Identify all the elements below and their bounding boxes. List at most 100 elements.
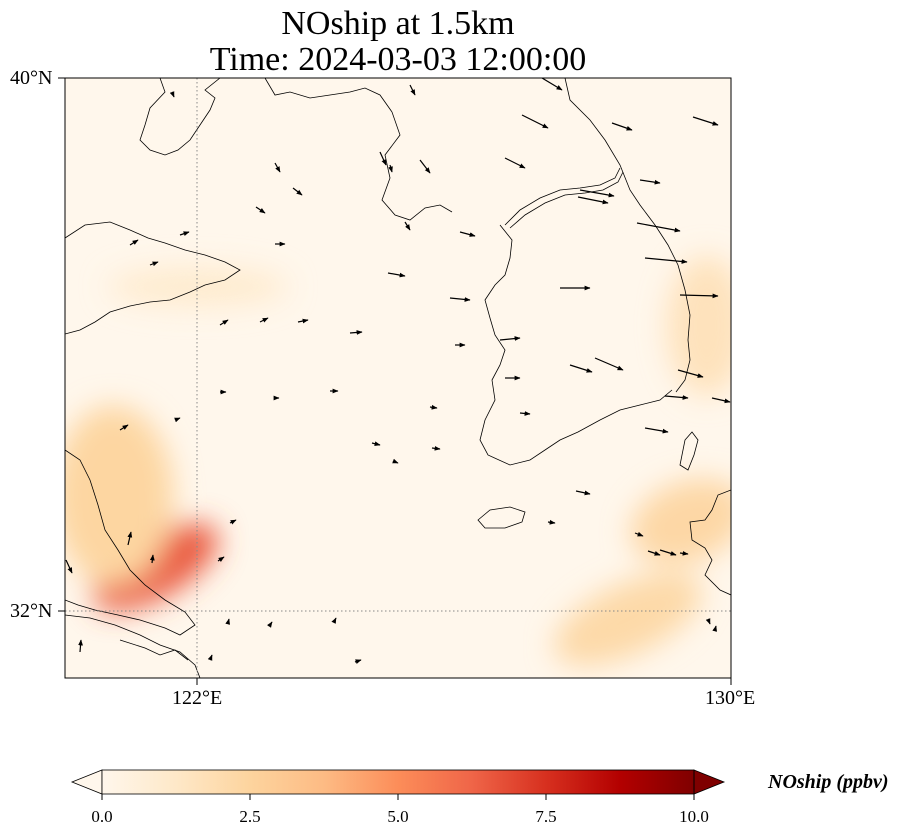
wind-arrow (577, 196, 609, 205)
lon-label-122: 122°E (172, 687, 223, 709)
wind-arrow (409, 84, 416, 96)
wind-arrow (639, 179, 661, 185)
wind-vectors (65, 78, 731, 664)
wind-arrow (541, 78, 563, 91)
wind-arrow (499, 336, 521, 341)
wind-arrow (644, 427, 669, 434)
coast-shandong (65, 221, 241, 335)
colorbar-tick-0: 0.0 (91, 807, 113, 826)
wind-arrow (547, 519, 556, 525)
wind-arrow (174, 417, 181, 423)
wind-arrow (705, 618, 711, 625)
colorbar-tick-1: 2.5 (239, 807, 261, 826)
lat-label-32: 32°N (10, 600, 53, 622)
colorbar-tick-4: 10.0 (679, 807, 709, 826)
wind-arrow (712, 625, 718, 632)
wind-arrow (431, 445, 441, 451)
wind-arrow (404, 221, 411, 231)
coast-liaodong (139, 78, 221, 156)
wind-arrow (611, 122, 633, 131)
wind-arrow (575, 490, 591, 496)
coast-kyushu (689, 489, 731, 596)
wind-arrow (579, 189, 615, 198)
coast-yangtze (65, 614, 201, 678)
coast-korea-west (479, 224, 673, 466)
wind-arrow (429, 404, 438, 410)
wind-arrow (255, 206, 266, 214)
wind-arrow (119, 424, 129, 431)
wind-arrow (331, 617, 337, 624)
wind-arrow (129, 239, 139, 246)
coastlines (65, 78, 731, 678)
colorbar-label: NOship (ppbv) (768, 771, 889, 793)
wind-arrow (664, 395, 689, 400)
wind-arrow (219, 319, 229, 326)
concentration-hotspot (65, 405, 174, 586)
colorbar-extend-min (70, 769, 103, 795)
wind-arrow (636, 222, 681, 233)
wind-arrow (388, 164, 393, 173)
wind-arrow (127, 531, 133, 546)
wind-arrow (297, 318, 309, 324)
wind-arrow (459, 231, 476, 237)
wind-arrow (519, 411, 531, 416)
axis-ticks (58, 77, 732, 685)
yangtze-estuary (119, 639, 189, 661)
wind-arrow (349, 330, 363, 335)
colorbar-tick-2: 5.0 (387, 807, 409, 826)
wind-arrow (149, 554, 155, 564)
wind-arrow (644, 257, 688, 264)
wind-arrow (521, 114, 549, 129)
wind-arrow (659, 549, 677, 556)
wind-arrow (692, 116, 719, 126)
gridlines (65, 78, 731, 678)
wind-arrow (634, 531, 644, 537)
colorbar-extend-max (693, 769, 726, 795)
wind-arrow (419, 159, 431, 174)
concentration-hotspot (93, 523, 219, 611)
concentration-hotspot (108, 266, 289, 307)
wind-arrow (677, 369, 704, 378)
wind-arrow (594, 357, 624, 371)
wind-arrow (207, 654, 213, 661)
wind-arrow (392, 458, 399, 464)
map-subtitle-time: Time: 2024-03-03 12:00:00 (209, 41, 587, 78)
wind-arrow (267, 621, 273, 628)
coast-jiangsu (65, 449, 196, 636)
wind-arrow (259, 317, 269, 323)
wind-arrow (379, 151, 387, 166)
concentration-hotspot (666, 255, 731, 396)
wind-arrow (354, 659, 362, 664)
wind-arrow (65, 559, 73, 574)
wind-arrow (711, 397, 731, 404)
plot-frame (64, 77, 732, 679)
colorbar-tick-3: 7.5 (535, 807, 557, 826)
wind-arrow (149, 261, 159, 267)
wind-arrow (647, 550, 661, 556)
wind-arrow (504, 157, 526, 169)
lat-label-40: 40°N (10, 67, 53, 89)
wind-arrow (225, 618, 231, 625)
wind-arrow (217, 556, 225, 562)
wind-arrow (387, 272, 406, 278)
jeju-island (477, 506, 526, 529)
border-dprk (504, 167, 621, 226)
wind-arrow (371, 441, 381, 447)
wind-arrow (78, 639, 83, 653)
wind-arrow (569, 364, 593, 373)
wind-arrow (274, 162, 281, 173)
wind-arrow (679, 293, 719, 299)
wind-arrow (292, 187, 303, 196)
colorbar (70, 769, 726, 800)
concentration-hotspot (554, 572, 703, 666)
coast-bohai-north (264, 78, 453, 221)
wind-arrow (179, 231, 190, 236)
tsushima (679, 431, 699, 471)
map-title: NOship at 1.5km (281, 5, 515, 42)
coast-korea-east (564, 78, 691, 393)
lon-label-130: 130°E (705, 687, 756, 709)
colorbar-body (102, 770, 694, 794)
wind-arrow (169, 91, 175, 98)
wind-arrow (449, 297, 471, 302)
